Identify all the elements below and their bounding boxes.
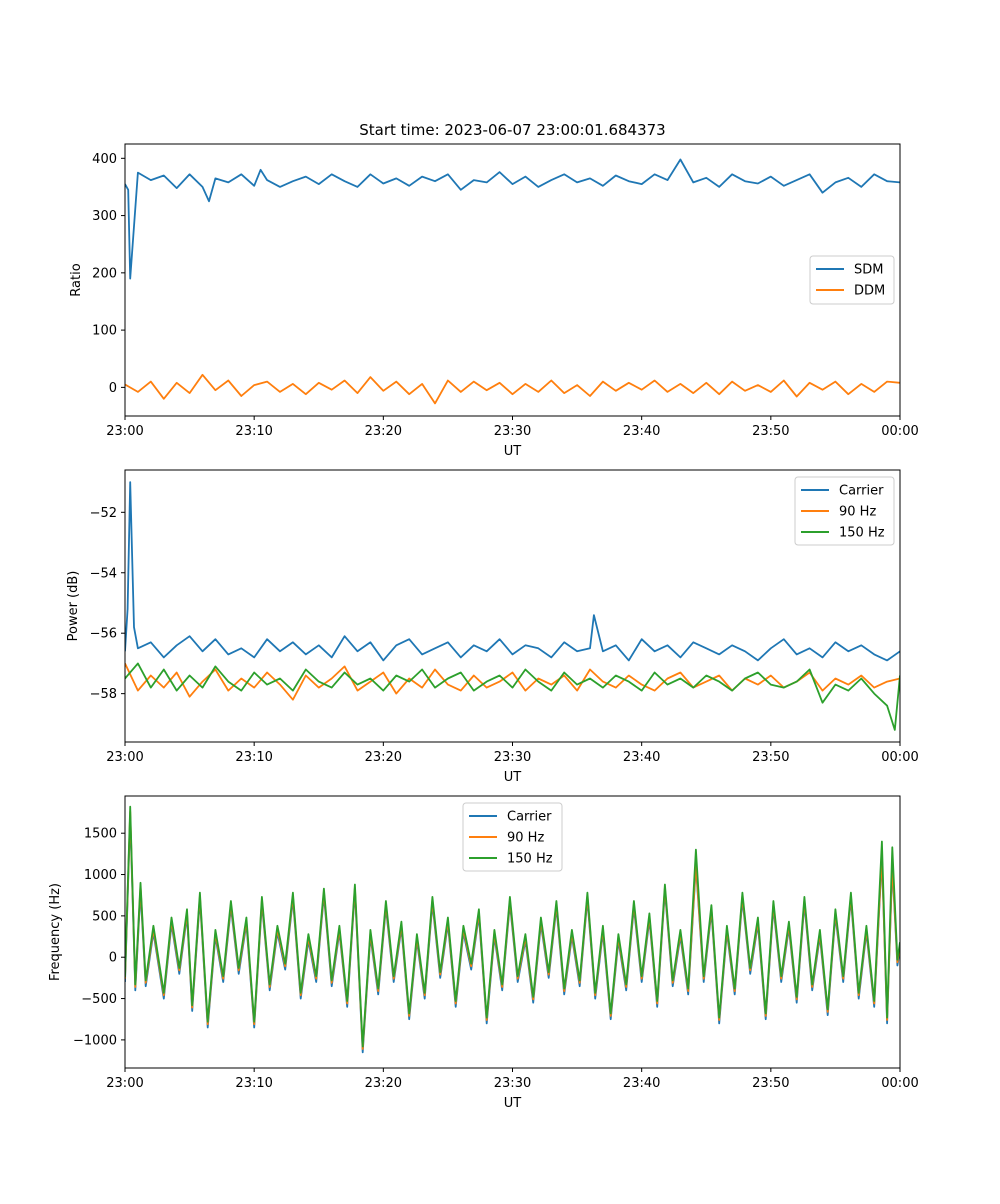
chart-title: Start time: 2023-06-07 23:00:01.684373 — [359, 121, 665, 139]
x-tick-label: 23:00 — [106, 424, 143, 439]
legend: Carrier 90 Hz 150 Hz — [462, 802, 563, 872]
x-tick-label: 23:30 — [494, 1076, 531, 1091]
y-tick-label: 0 — [109, 951, 117, 966]
legend: Carrier 90 Hz 150 Hz — [794, 476, 895, 546]
x-tick-label: 23:20 — [365, 424, 402, 439]
y-tick-label: 1000 — [84, 868, 117, 883]
x-tick-label: 00:00 — [881, 1076, 918, 1091]
subplot-1: 23:00 23:10 23:20 23:30 23:40 23:50 00:00 0 100 2… — [69, 121, 919, 459]
series-line-sdm — [125, 158, 900, 280]
subplot-2: 23:00 23:10 23:20 23:30 23:40 23:50 00:00 −58 −5… — [66, 469, 919, 785]
y-tick-label: 300 — [92, 209, 117, 224]
y-tick-label: 400 — [92, 152, 117, 167]
y-tick-label: −500 — [81, 992, 117, 1007]
y-tick-label: 200 — [92, 266, 117, 281]
y-tick-label: 1500 — [84, 827, 117, 842]
x-tick-label: 23:30 — [494, 424, 531, 439]
series-line-ddm — [125, 373, 900, 405]
x-tick-label: 23:10 — [235, 424, 272, 439]
legend-label: 150 Hz — [507, 852, 553, 867]
x-axis-label: UT — [504, 444, 522, 459]
x-tick-label: 23:20 — [365, 750, 402, 765]
y-axis-label: Frequency (Hz) — [48, 883, 63, 981]
legend-label: DDM — [854, 284, 885, 299]
legend: SDM DDM — [809, 255, 895, 305]
y-tick-label: −58 — [90, 687, 117, 702]
subplot-3: 23:00 23:10 23:20 23:30 23:40 23:50 00:00 −1000… — [48, 795, 919, 1111]
legend-label: 90 Hz — [507, 831, 544, 846]
x-tick-label: 23:10 — [235, 1076, 272, 1091]
x-tick-label: 23:20 — [365, 1076, 402, 1091]
x-axis-label: UT — [504, 770, 522, 785]
x-tick-label: 23:00 — [106, 1076, 143, 1091]
y-tick-label: −56 — [90, 627, 117, 642]
legend-label: SDM — [854, 263, 883, 278]
x-tick-label: 23:50 — [752, 750, 789, 765]
series-line-90-hz — [125, 663, 900, 701]
x-tick-label: 23:50 — [752, 1076, 789, 1091]
legend-label: 150 Hz — [839, 526, 885, 541]
y-tick-label: 100 — [92, 324, 117, 339]
legend-box — [462, 802, 563, 872]
legend-label: Carrier — [839, 484, 884, 499]
x-tick-label: 23:40 — [623, 750, 660, 765]
y-tick-label: 0 — [109, 381, 117, 396]
series-line-150-hz — [125, 805, 900, 1048]
x-tick-label: 23:50 — [752, 424, 789, 439]
legend-label: Carrier — [507, 810, 552, 825]
series-line-150-hz — [125, 662, 900, 731]
x-tick-label: 23:00 — [106, 750, 143, 765]
x-tick-label: 23:10 — [235, 750, 272, 765]
y-tick-label: −54 — [90, 566, 117, 581]
x-axis-label: UT — [504, 1096, 522, 1111]
y-tick-label: −52 — [90, 506, 117, 521]
series-line-carrier — [125, 481, 900, 662]
y-tick-label: −1000 — [73, 1033, 117, 1048]
x-tick-label: 23:30 — [494, 750, 531, 765]
y-tick-label: 500 — [92, 909, 117, 924]
x-tick-label: 23:40 — [623, 1076, 660, 1091]
legend-label: 90 Hz — [839, 505, 876, 520]
x-tick-label: 00:00 — [881, 424, 918, 439]
y-axis-label: Power (dB) — [66, 571, 81, 642]
y-axis-label: Ratio — [69, 263, 84, 296]
legend-box — [794, 476, 895, 546]
x-tick-label: 23:40 — [623, 424, 660, 439]
x-tick-label: 00:00 — [881, 750, 918, 765]
